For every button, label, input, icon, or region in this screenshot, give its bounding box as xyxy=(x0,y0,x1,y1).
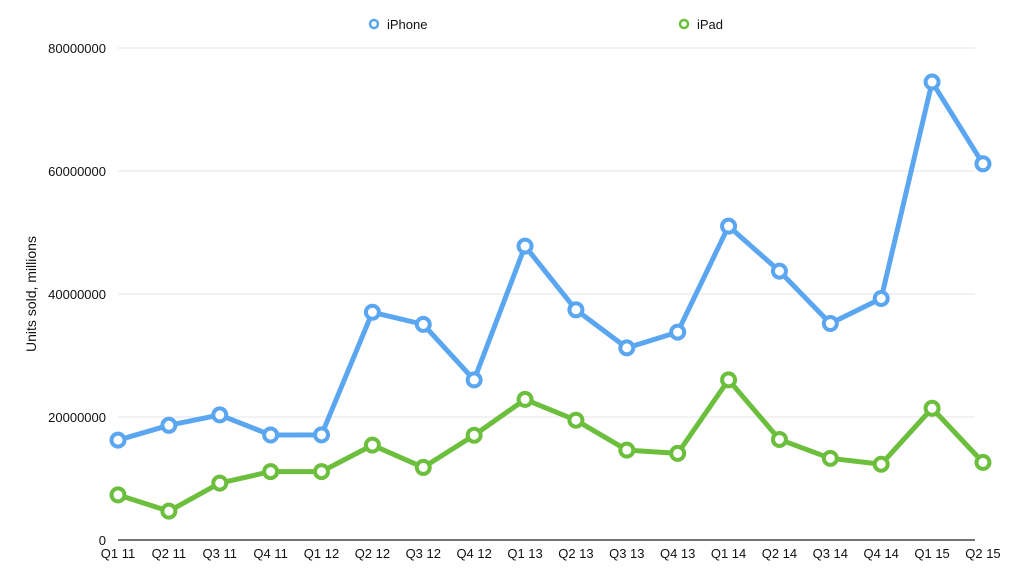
legend-label: iPad xyxy=(697,17,723,32)
x-tick-labels: Q1 11 Q2 11 Q3 11 Q4 11 Q1 12 Q2 12 Q3 12 Q4 12… xyxy=(101,546,1001,561)
data-point-ipad xyxy=(414,458,432,476)
data-point-ipad xyxy=(109,486,127,504)
x-tick-label: Q2 12 xyxy=(355,546,390,561)
data-point-ipad xyxy=(872,455,890,473)
data-point-iphone xyxy=(872,289,890,307)
data-point-iphone xyxy=(414,315,432,333)
x-tick-label: Q4 12 xyxy=(456,546,491,561)
data-point-iphone xyxy=(363,303,381,321)
y-axis-title: Units sold, millions xyxy=(23,236,39,352)
data-point-ipad xyxy=(262,463,280,481)
series-lines xyxy=(109,73,992,520)
legend-marker-icon xyxy=(678,18,690,30)
data-point-iphone xyxy=(821,315,839,333)
x-tick-label: Q2 15 xyxy=(965,546,1000,561)
x-tick-label: Q4 13 xyxy=(660,546,695,561)
data-point-iphone xyxy=(720,217,738,235)
gridlines xyxy=(118,47,975,418)
x-tick-label: Q2 13 xyxy=(558,546,593,561)
y-tick-label: 0 xyxy=(99,533,106,548)
series-ipad xyxy=(109,371,992,520)
data-point-ipad xyxy=(669,444,687,462)
legend-label: iPhone xyxy=(387,17,427,32)
x-tick-label: Q3 12 xyxy=(406,546,441,561)
x-tick-label: Q4 14 xyxy=(863,546,898,561)
data-point-ipad xyxy=(211,474,229,492)
x-tick-label: Q1 14 xyxy=(711,546,746,561)
series-iphone xyxy=(109,73,992,449)
legend-item-iphone: iPhone xyxy=(368,17,427,32)
data-point-ipad xyxy=(567,411,585,429)
x-tick-label: Q1 11 xyxy=(101,546,135,561)
x-tick-label: Q1 12 xyxy=(304,546,339,561)
legend: iPhone iPad xyxy=(368,17,723,32)
y-tick-label: 20000000 xyxy=(48,410,106,425)
data-point-iphone xyxy=(567,301,585,319)
data-point-ipad xyxy=(821,449,839,467)
x-tick-label: Q3 13 xyxy=(609,546,644,561)
x-tick-label: Q4 11 xyxy=(253,546,287,561)
data-point-iphone xyxy=(313,426,331,444)
x-tick-label: Q3 11 xyxy=(203,546,237,561)
series-line-iphone xyxy=(115,79,986,443)
data-point-ipad xyxy=(313,463,331,481)
data-point-iphone xyxy=(160,416,178,434)
y-tick-label: 80000000 xyxy=(48,41,106,56)
y-tick-label: 40000000 xyxy=(48,287,106,302)
y-tick-label: 60000000 xyxy=(48,164,106,179)
data-point-iphone xyxy=(109,431,127,449)
data-point-iphone xyxy=(211,406,229,424)
data-point-iphone xyxy=(669,323,687,341)
data-point-ipad xyxy=(516,390,534,408)
data-point-iphone xyxy=(516,237,534,255)
data-point-ipad xyxy=(618,441,636,459)
legend-item-ipad: iPad xyxy=(678,17,723,32)
x-tick-label: Q2 14 xyxy=(762,546,797,561)
data-point-iphone xyxy=(618,339,636,357)
data-point-ipad xyxy=(923,399,941,417)
x-tick-label: Q1 15 xyxy=(914,546,949,561)
x-tick-label: Q3 14 xyxy=(813,546,848,561)
data-point-ipad xyxy=(720,371,738,389)
data-point-iphone xyxy=(923,73,941,91)
data-point-ipad xyxy=(974,453,992,471)
data-point-ipad xyxy=(363,436,381,454)
data-point-ipad xyxy=(160,502,178,520)
data-point-ipad xyxy=(465,426,483,444)
data-point-iphone xyxy=(974,155,992,173)
data-point-ipad xyxy=(770,430,788,448)
data-point-iphone xyxy=(262,426,280,444)
data-point-iphone xyxy=(465,371,483,389)
series-line-ipad xyxy=(115,377,986,514)
data-point-iphone xyxy=(770,262,788,280)
y-tick-labels: 0 20000000 40000000 60000000 80000000 xyxy=(48,41,106,548)
x-tick-label: Q2 11 xyxy=(152,546,186,561)
x-tick-label: Q1 13 xyxy=(507,546,542,561)
legend-marker-icon xyxy=(368,18,380,30)
